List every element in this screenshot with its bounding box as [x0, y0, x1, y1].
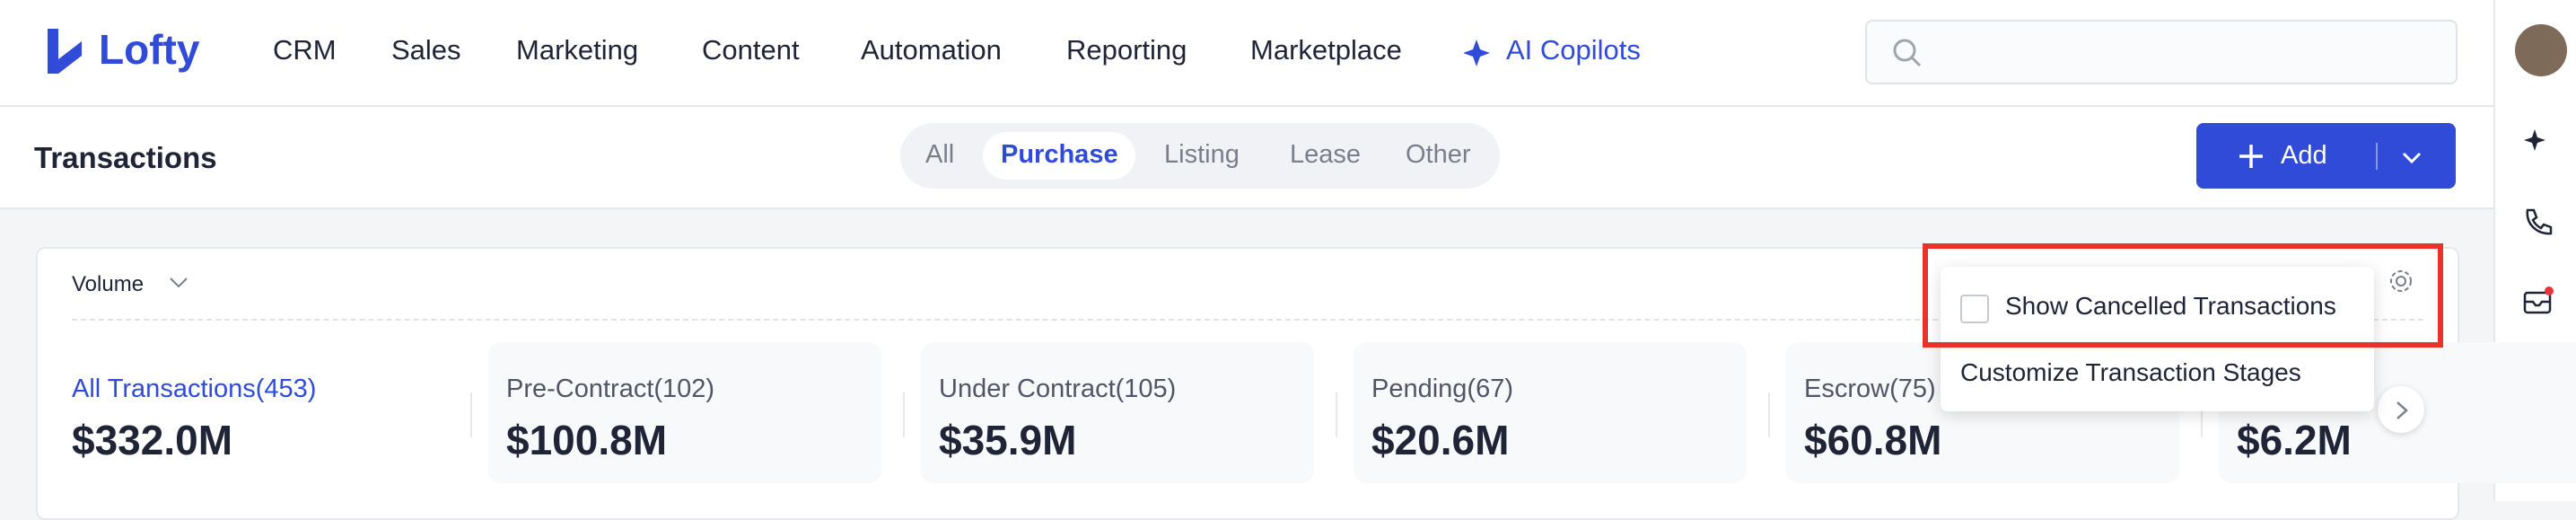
- nav-item[interactable]: Sales: [391, 34, 461, 66]
- stat-divider: [903, 392, 905, 437]
- volume-chevron[interactable]: [169, 276, 188, 290]
- stat-label: Under Contract(105): [939, 375, 1177, 403]
- customize-stages[interactable]: Customize Transaction Stages: [1960, 358, 2301, 386]
- arrow: [2396, 401, 2408, 419]
- divider: [2376, 143, 2378, 170]
- add-label: Add: [2281, 141, 2327, 170]
- tab[interactable]: Lease: [1290, 140, 1362, 169]
- ai-copilots[interactable]: AI Copilots: [1506, 34, 1641, 66]
- avatar[interactable]: [2515, 24, 2567, 76]
- scroll-right[interactable]: [2378, 386, 2424, 433]
- stat-label: All Transactions(453): [72, 375, 317, 403]
- stat-value: $20.6M: [1371, 417, 1510, 463]
- nav-item[interactable]: CRM: [273, 34, 337, 66]
- add-button[interactable]: Add: [2196, 123, 2456, 189]
- toolbar: Transactions All Purchase Listing Lease Othe…: [0, 107, 2493, 209]
- tab[interactable]: All: [925, 140, 955, 169]
- search-icon: [1893, 39, 1922, 67]
- highlight-box: [1923, 243, 2443, 348]
- tab[interactable]: Purchase: [1001, 140, 1118, 169]
- stat-label: Pre-Contract(102): [506, 375, 715, 403]
- stat-value: $6.2M: [2237, 417, 2352, 463]
- volume-label[interactable]: Volume: [72, 272, 145, 296]
- stat-card[interactable]: All Transactions(453) $332.0M: [38, 342, 431, 483]
- nav-item[interactable]: Reporting: [1066, 34, 1187, 66]
- stat-label: Escrow(75): [1804, 375, 1936, 403]
- active-tab-bg: [983, 132, 1135, 180]
- logo-icon: [48, 29, 82, 74]
- settings-popup: Show Cancelled Transactions Customize Tr…: [1941, 267, 2374, 411]
- stat-divider: [470, 392, 472, 437]
- gear-icon[interactable]: [2388, 268, 2414, 295]
- stat-value: $100.8M: [506, 417, 668, 463]
- nav-item[interactable]: Marketplace: [1250, 34, 1402, 66]
- stat-card[interactable]: Pre-Contract(102) $100.8M: [488, 342, 881, 483]
- stat-card[interactable]: Pending(67) $20.6M: [1354, 342, 1747, 483]
- tab[interactable]: Other: [1406, 140, 1471, 169]
- stat-value: $35.9M: [939, 417, 1077, 463]
- stat-label: Pending(67): [1371, 375, 1513, 403]
- nav-item[interactable]: Marketing: [516, 34, 639, 66]
- phone-icon[interactable]: [2522, 207, 2554, 239]
- stat-value: $332.0M: [72, 417, 233, 463]
- page-title: Transactions: [34, 141, 217, 174]
- show-cancelled[interactable]: Show Cancelled Transactions: [2005, 292, 2336, 320]
- stat-card[interactable]: Under Contract(105) $35.9M: [921, 342, 1314, 483]
- top-nav: Lofty CRM Sales Marketing Content Automation…: [0, 0, 2493, 107]
- stat-divider: [1336, 392, 1337, 437]
- tab[interactable]: Listing: [1164, 140, 1240, 169]
- stat-divider: [2201, 392, 2203, 437]
- stat-value: $60.8M: [1804, 417, 1942, 463]
- stat-divider: [1768, 392, 1770, 437]
- chevron[interactable]: [2401, 146, 2423, 168]
- dashed-divider: [72, 319, 2423, 321]
- plus-icon: [2239, 145, 2263, 168]
- ai-icon: [1464, 40, 1490, 66]
- nav-item[interactable]: Content: [702, 34, 800, 66]
- logo[interactable]: Lofty: [99, 26, 200, 73]
- inbox-icon[interactable]: [2522, 286, 2554, 318]
- search-box[interactable]: [1865, 20, 2458, 84]
- nav-item[interactable]: Automation: [861, 34, 1002, 66]
- ai-sidebar-icon[interactable]: [2522, 126, 2554, 158]
- checkbox[interactable]: [1960, 295, 1989, 323]
